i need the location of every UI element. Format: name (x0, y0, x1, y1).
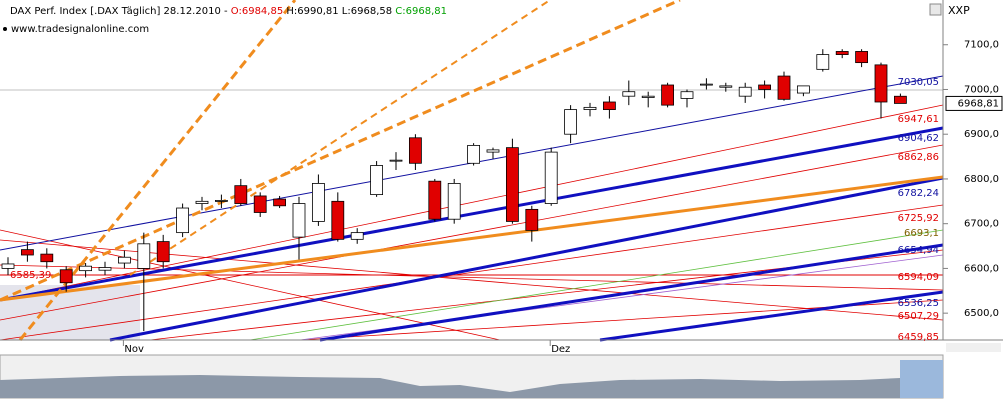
candle-body (253, 195, 267, 213)
candle-body (118, 256, 131, 264)
chart-title: DAX Perf. Index [.DAX Täglich] 28.12.201… (10, 6, 447, 17)
candle-body (855, 51, 868, 64)
candle-body (273, 198, 287, 207)
candle-body (505, 147, 519, 222)
candle-body (1, 263, 15, 269)
y-tick-label: 7100,0 (964, 40, 999, 51)
candle-body (603, 101, 616, 111)
candle-body (874, 64, 888, 103)
candle-body (544, 151, 558, 204)
y-tick-label: 6800,0 (964, 174, 999, 185)
price-label: 6585,39 (10, 270, 51, 281)
candle-body (583, 106, 597, 111)
candle-body (331, 200, 345, 240)
x-tick-label: Nov (124, 344, 144, 355)
price-label: 6536,25 (898, 298, 939, 309)
close-button[interactable] (929, 3, 942, 16)
price-label: 6904,62 (898, 133, 939, 144)
price-label: 6947,61 (898, 114, 939, 125)
header-part: C:6968,81 (395, 6, 447, 17)
source: www.tradesignalonline.com (11, 24, 149, 35)
candle-body (447, 183, 461, 220)
candle-body (214, 200, 228, 202)
candle-body (79, 265, 92, 272)
candle-body (835, 51, 849, 55)
candle-body (525, 208, 539, 231)
price-label: 6507,29 (898, 311, 939, 322)
navigator-window[interactable] (900, 360, 943, 398)
header-part: O:6984,85 (231, 6, 283, 17)
header-part: DAX Perf. Index [.DAX Täglich] 28.12.201… (10, 6, 231, 17)
price-label: 6654,94 (898, 245, 939, 256)
y-tick-label: 6900,0 (964, 129, 999, 140)
candle-body (816, 54, 830, 70)
candle-body (156, 241, 170, 263)
candle-body (137, 243, 151, 269)
candle-body (311, 183, 325, 222)
candle-body (195, 200, 209, 204)
x-tick-label: Dez (551, 344, 570, 355)
candle-body (98, 267, 112, 271)
price-label: 6594,09 (898, 272, 939, 283)
shaded-zone (0, 285, 140, 340)
candle-body (622, 91, 636, 97)
price-label: 6693,1 (904, 228, 939, 239)
candle-body (20, 249, 34, 256)
candle-body (59, 269, 73, 284)
candle-body (408, 137, 422, 164)
candle-body (700, 83, 713, 86)
axis-panel (943, 0, 1003, 340)
y-tick-label: 7000,0 (964, 84, 999, 95)
price-label: 6782,24 (898, 188, 939, 199)
y-tick-label: 6700,0 (964, 219, 999, 230)
candle-body (641, 95, 655, 98)
y-tick-label: 6600,0 (964, 263, 999, 274)
candle-body (467, 144, 481, 164)
candle-body (389, 159, 403, 162)
candle-body (894, 95, 907, 104)
navigator-area (0, 375, 900, 398)
candle-body (758, 84, 771, 90)
price-label: 6459,85 (898, 332, 939, 343)
candle-body (719, 85, 733, 88)
candle-body (564, 109, 577, 135)
bullet (3, 27, 7, 31)
candle-body (370, 165, 384, 196)
candle-body (292, 203, 306, 238)
axis-title: XXP (948, 4, 970, 17)
candle-body (777, 75, 791, 100)
y-tick-label: 6500,0 (964, 308, 999, 319)
candle-body (680, 91, 694, 99)
zoom-controls[interactable] (946, 343, 1001, 352)
candle-body (40, 253, 54, 263)
price-label: 7030,05 (898, 77, 939, 88)
last-price: 6968,81 (958, 98, 999, 109)
candle-body (350, 232, 364, 240)
candle-body (486, 149, 500, 153)
last-price-box (945, 95, 1003, 111)
candle-body (661, 84, 674, 106)
price-label: 6725,92 (898, 213, 939, 224)
candle-body (234, 185, 248, 204)
header-part: H:6990,81 L:6968,58 (283, 6, 395, 17)
candle-body (176, 207, 190, 234)
price-label: 6862,86 (898, 152, 939, 163)
candle-body (428, 180, 442, 220)
candle-body (738, 86, 752, 97)
candle-body (797, 85, 810, 94)
